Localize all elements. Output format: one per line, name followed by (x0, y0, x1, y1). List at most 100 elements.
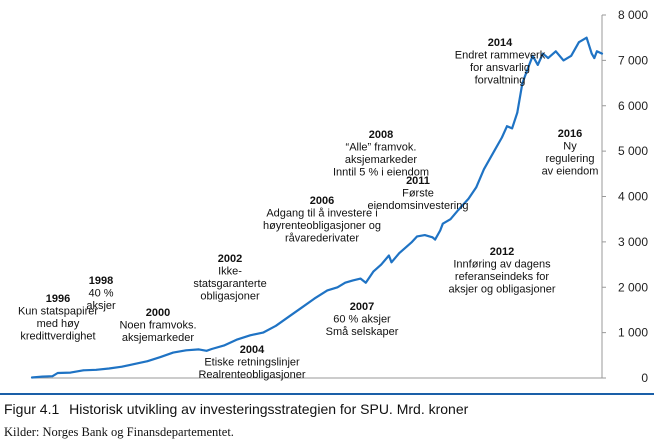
annotation-text: Innføring av dagens (453, 259, 551, 271)
data-point (531, 54, 534, 57)
figure-caption: Figur 4.1 Historisk utvikling av investe… (4, 401, 650, 417)
figure-title: Historisk utvikling av investeringsstrat… (69, 401, 469, 417)
data-point (501, 136, 503, 139)
annotation-year: 2012 (490, 246, 514, 258)
figure-label: Figur 4.1 (4, 401, 60, 417)
annotation-text: Små selskaper (326, 326, 399, 338)
annotation-year: 2002 (218, 253, 242, 265)
annotation-year: 2000 (146, 307, 170, 319)
data-point (516, 111, 519, 114)
data-point (56, 372, 59, 374)
data-point (475, 186, 478, 189)
data-point (121, 365, 123, 368)
data-point (536, 64, 539, 66)
data-point (590, 52, 593, 55)
data-point (570, 54, 573, 57)
data-point (542, 52, 544, 55)
data-point (511, 127, 513, 130)
data-point (578, 41, 580, 44)
data-point (493, 150, 496, 153)
annotation-text: høyrenteobligasjoner og (263, 220, 381, 232)
data-point (364, 281, 367, 284)
annotation-text: Ny (563, 141, 577, 153)
data-point (380, 263, 383, 266)
data-point (31, 376, 33, 379)
y-tick-label: 5 000 (618, 144, 648, 158)
data-point (449, 218, 452, 221)
data-point (593, 57, 596, 59)
data-point (411, 241, 413, 243)
data-point (439, 229, 442, 232)
data-point (275, 324, 277, 327)
annotation-text: regulering (546, 153, 595, 165)
annotation-text: kredittverdighet (20, 331, 95, 343)
data-point (51, 375, 54, 378)
data-point (69, 371, 72, 374)
data-point (457, 209, 460, 212)
data-point (262, 331, 264, 334)
annotation-text: Inntil 5 % i eiendom (333, 167, 429, 179)
data-point (172, 351, 175, 354)
data-point (431, 236, 434, 239)
data-point (562, 59, 565, 62)
data-point (585, 36, 588, 39)
annotation-text: Ikke- (218, 266, 242, 278)
data-point (210, 348, 213, 350)
series-layer (30, 36, 604, 379)
annotation-text: referanseindeks for (455, 271, 549, 283)
y-tick-label: 1 000 (618, 326, 648, 340)
data-point (601, 52, 603, 55)
annotation-text: statsgaranterte (193, 278, 266, 290)
data-point (506, 125, 508, 128)
data-point (441, 222, 444, 225)
annotation-text: 40 % (88, 288, 113, 300)
annotation-year: 2016 (558, 128, 582, 140)
data-point (236, 338, 239, 341)
data-point (185, 349, 188, 352)
data-point (521, 82, 524, 84)
y-tick-label: 7 000 (618, 53, 648, 67)
data-point (95, 368, 98, 371)
data-point (416, 235, 418, 238)
y-tick-label: 2 000 (618, 280, 648, 294)
annotation-text: aksjemarkeder (345, 154, 417, 166)
data-point (41, 375, 44, 378)
line-chart: 0 1 000 2 000 3 000 4 000 5 000 6 000 7 000 8 00… (18, 8, 648, 385)
annotation-year: 2004 (240, 344, 265, 356)
annotation-text: eiendomsinvestering (368, 200, 469, 212)
annotation-year: 1996 (46, 293, 70, 305)
data-point (406, 245, 408, 248)
annotation-text: med høy (37, 318, 80, 330)
data-point (344, 281, 347, 284)
y-tick-label: 4 000 (618, 190, 648, 204)
data-point (313, 297, 316, 300)
data-point (326, 289, 329, 292)
annotation-year: 2007 (350, 301, 374, 313)
annotation-text: obligasjoner (200, 291, 260, 303)
data-point (82, 369, 85, 372)
data-point (398, 252, 401, 255)
data-point (388, 254, 390, 257)
annotation-text: Realrenteobligasjoner (198, 369, 305, 381)
y-tick-label: 3 000 (618, 235, 648, 249)
data-point (336, 286, 339, 289)
data-point (287, 315, 290, 318)
annotation-text: Noen framvoks. (119, 320, 196, 332)
chart-frame: 0 1 000 2 000 3 000 4 000 5 000 6 000 7 000 8 00… (0, 8, 654, 395)
annotation-text: forvaltning (475, 75, 526, 87)
data-point (133, 363, 136, 365)
annotation-text: aksjer og obligasjoner (448, 284, 555, 296)
figure-source: Kilder: Norges Bank og Finansdepartement… (4, 425, 234, 439)
data-point (526, 68, 529, 71)
annotation-text: Kun statspapirer (18, 306, 98, 318)
annotation-text: for ansvarlig (470, 62, 530, 74)
data-point (423, 234, 426, 237)
